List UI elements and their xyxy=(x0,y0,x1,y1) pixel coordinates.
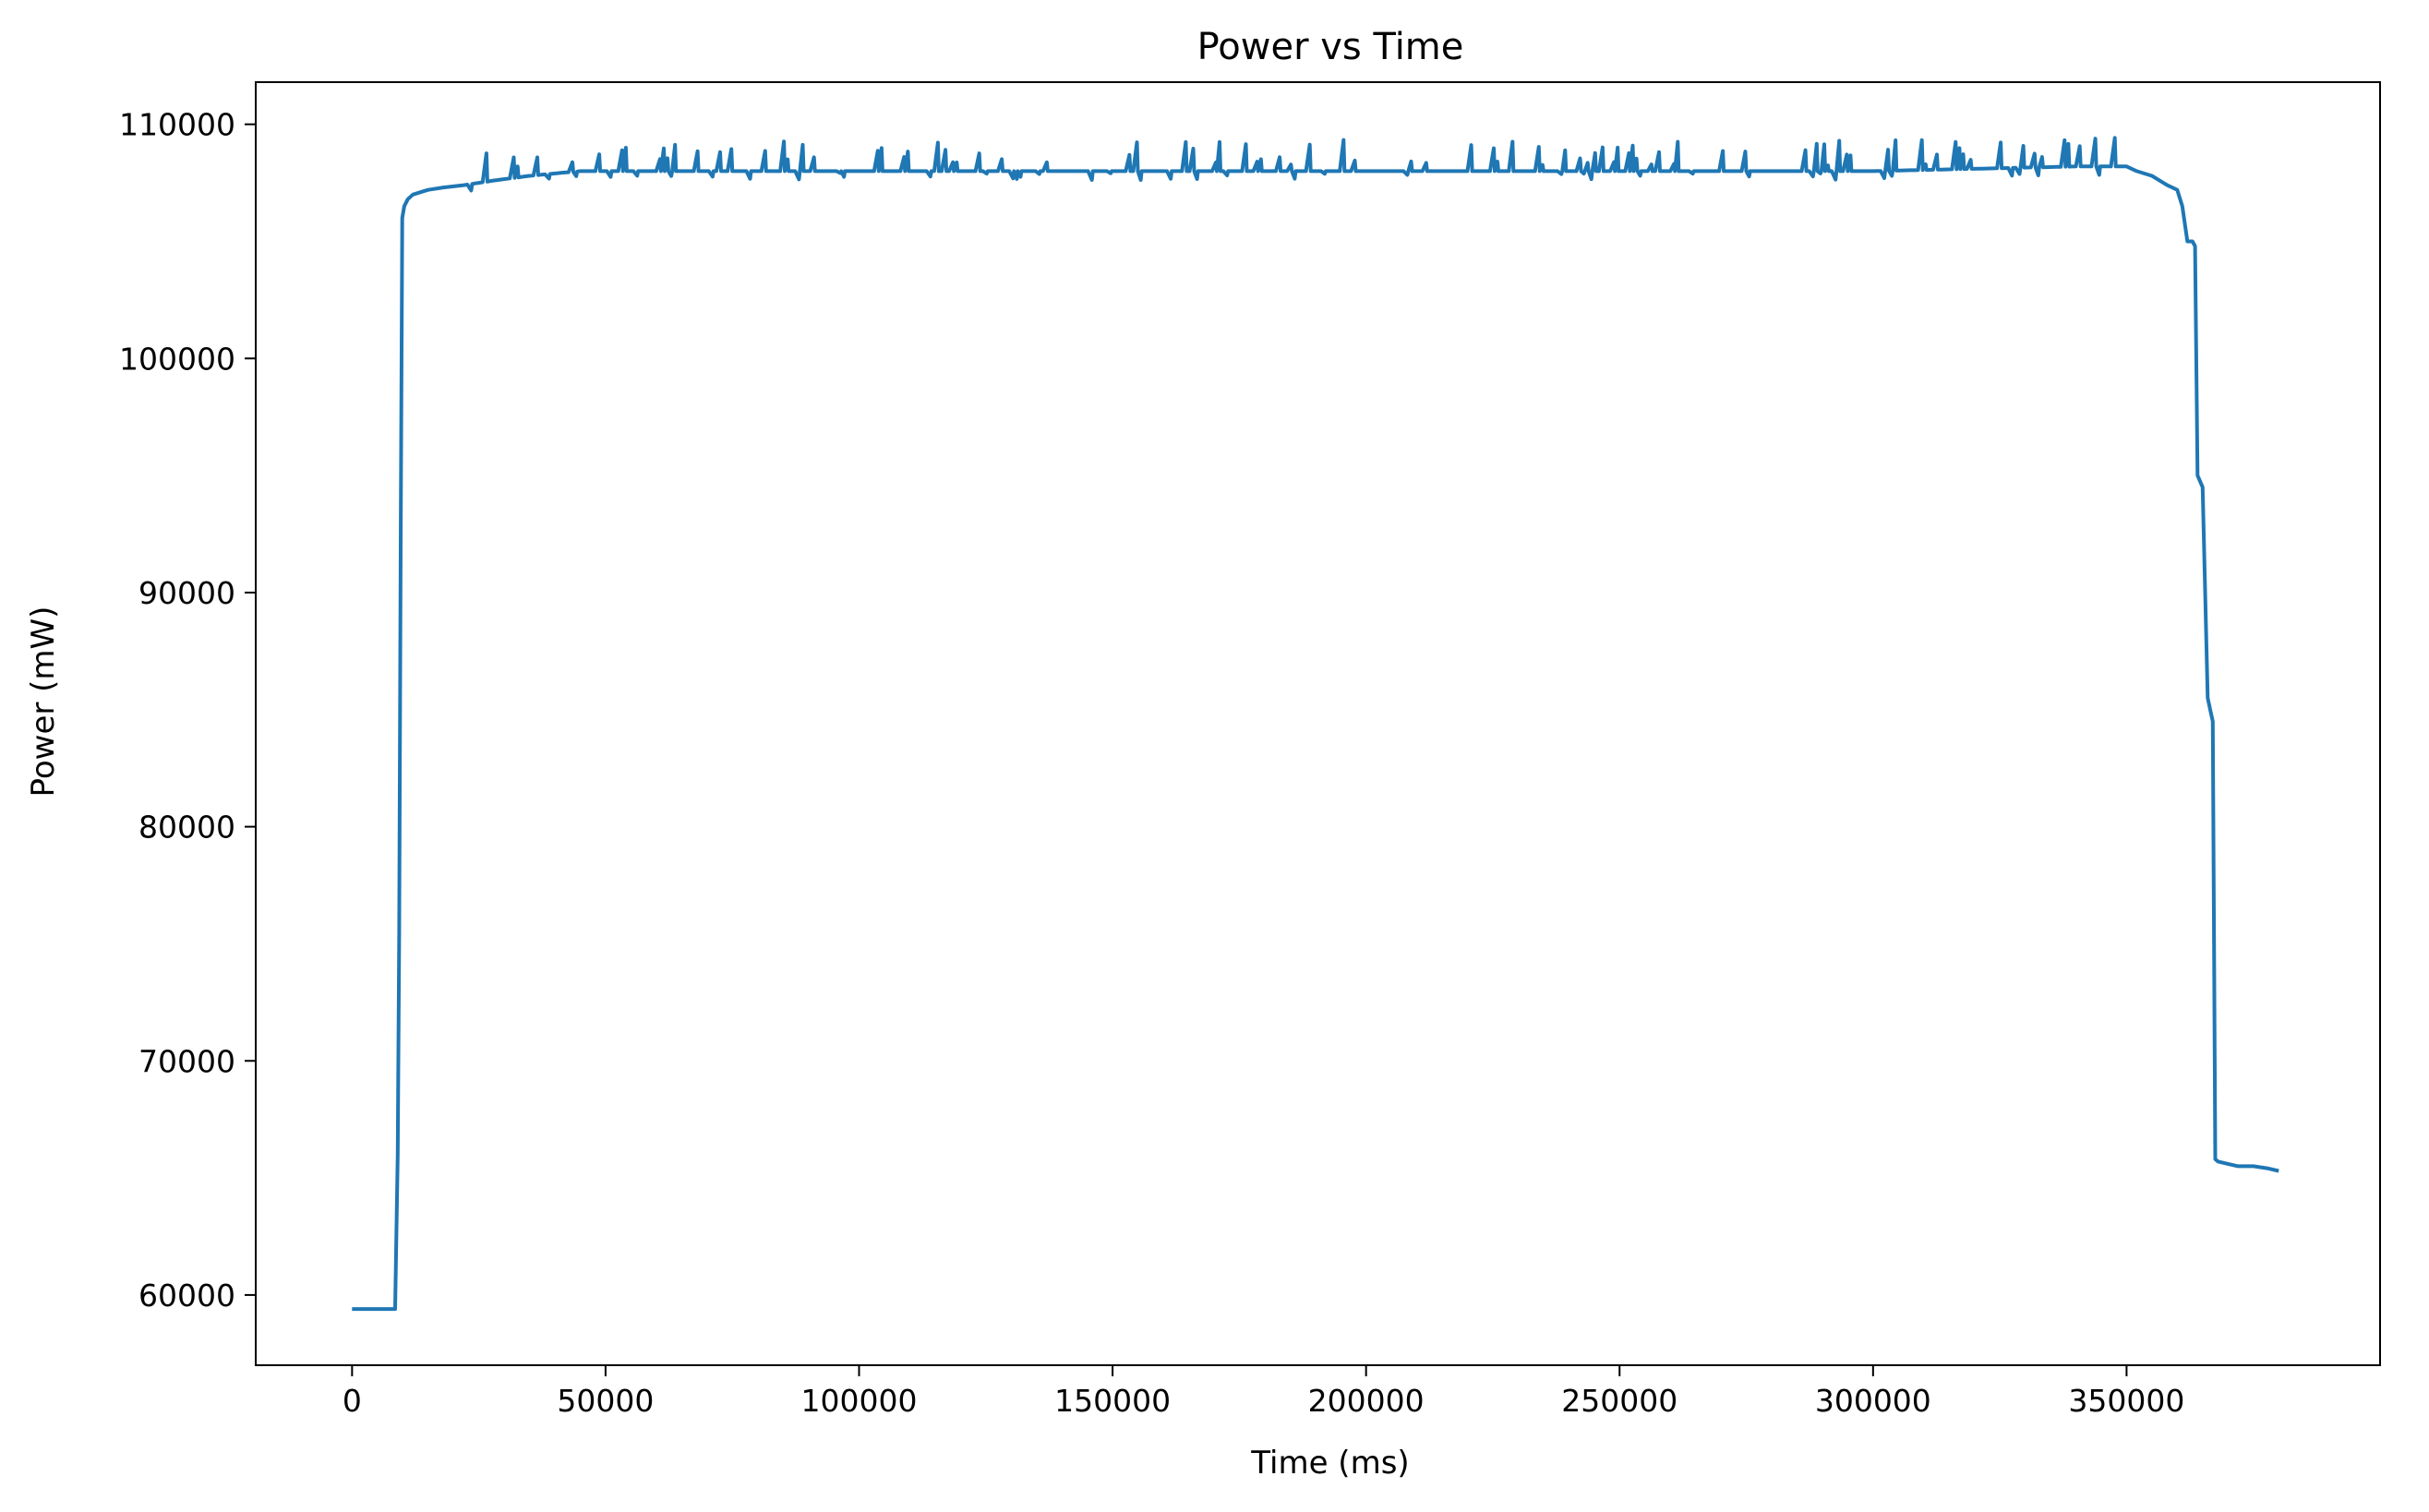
x-tick-label: 150000 xyxy=(1054,1383,1171,1419)
x-tick-label: 300000 xyxy=(1815,1383,1931,1419)
ticks-layer: 0 50000 100000 150000 200000 250000 300000 3500… xyxy=(119,107,2184,1419)
y-tick-label: 60000 xyxy=(138,1278,235,1314)
y-tick-label: 100000 xyxy=(119,341,235,377)
x-tick-label: 250000 xyxy=(1561,1383,1677,1419)
x-axis-label: Time (ms) xyxy=(1250,1445,1409,1482)
x-tick-label: 0 xyxy=(343,1383,362,1419)
y-axis-label: Power (mW) xyxy=(25,606,62,798)
x-tick-label: 350000 xyxy=(2068,1383,2184,1419)
y-tick-label: 90000 xyxy=(138,575,235,611)
plot-frame xyxy=(255,81,2381,1366)
x-tick-label: 200000 xyxy=(1308,1383,1425,1419)
x-tick-label: 50000 xyxy=(557,1383,654,1419)
y-tick-label: 80000 xyxy=(138,810,235,846)
y-tick-label: 110000 xyxy=(119,107,235,143)
series-line xyxy=(352,136,2279,1312)
series-layer xyxy=(352,136,2279,1312)
x-tick-label: 100000 xyxy=(801,1383,918,1419)
chart-title: Power vs Time xyxy=(1197,26,1464,68)
y-tick-label: 70000 xyxy=(138,1043,235,1079)
